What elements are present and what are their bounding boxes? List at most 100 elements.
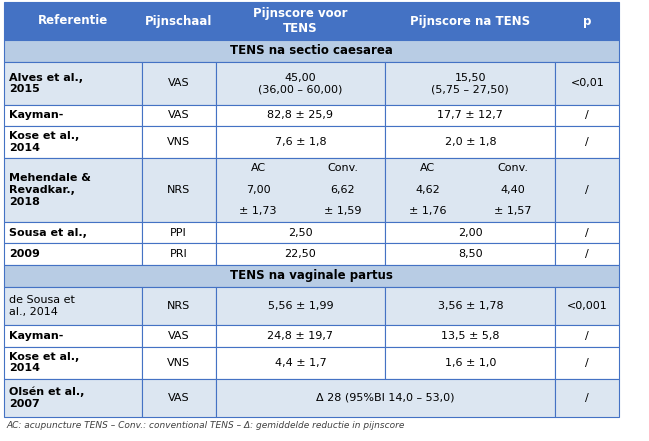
Text: 2,50: 2,50 <box>288 228 313 238</box>
Text: 15,50
(5,75 – 27,50): 15,50 (5,75 – 27,50) <box>432 73 509 94</box>
Bar <box>556 105 619 126</box>
Text: Pijnschaal: Pijnschaal <box>145 15 212 27</box>
Bar <box>556 222 619 243</box>
Text: 22,50: 22,50 <box>285 249 316 259</box>
Bar <box>4 40 619 62</box>
Bar <box>4 222 142 243</box>
Text: Olsén et al.,
2007: Olsén et al., 2007 <box>9 387 84 409</box>
Text: 17,7 ± 12,7: 17,7 ± 12,7 <box>437 110 503 120</box>
Bar <box>4 347 142 378</box>
Bar <box>215 62 386 105</box>
Text: TENS na vaginale partus: TENS na vaginale partus <box>230 269 393 282</box>
Bar <box>142 2 215 40</box>
Text: 4,40: 4,40 <box>500 185 525 195</box>
Bar <box>215 2 386 40</box>
Text: /: / <box>585 137 589 147</box>
Bar <box>556 126 619 158</box>
Bar <box>556 287 619 325</box>
Text: 45,00
(36,00 – 60,00): 45,00 (36,00 – 60,00) <box>258 73 343 94</box>
Bar <box>386 287 556 325</box>
Text: de Sousa et
al., 2014: de Sousa et al., 2014 <box>9 295 75 317</box>
Bar <box>386 105 556 126</box>
Text: 82,8 ± 25,9: 82,8 ± 25,9 <box>267 110 334 120</box>
Text: AC: AC <box>421 163 435 173</box>
Bar <box>556 62 619 105</box>
Text: /: / <box>585 331 589 341</box>
Bar <box>142 325 215 347</box>
Bar <box>215 243 386 265</box>
Text: /: / <box>585 185 589 195</box>
Text: 4,62: 4,62 <box>415 185 440 195</box>
Bar <box>4 325 142 347</box>
Text: PPI: PPI <box>170 228 187 238</box>
Text: 5,56 ± 1,99: 5,56 ± 1,99 <box>267 301 334 311</box>
Bar <box>386 158 556 222</box>
Bar <box>215 126 386 158</box>
Text: ± 1,73: ± 1,73 <box>239 206 276 216</box>
Text: /: / <box>585 228 589 238</box>
Text: 1,6 ± 1,0: 1,6 ± 1,0 <box>445 358 496 367</box>
Bar <box>556 347 619 378</box>
Text: Kayman-: Kayman- <box>9 110 64 120</box>
Text: ± 1,76: ± 1,76 <box>409 206 447 216</box>
Bar <box>556 378 619 417</box>
Text: Δ 28 (95%BI 14,0 – 53,0): Δ 28 (95%BI 14,0 – 53,0) <box>316 393 455 403</box>
Bar <box>142 243 215 265</box>
Text: 13,5 ± 5,8: 13,5 ± 5,8 <box>441 331 500 341</box>
Text: Alves et al.,
2015: Alves et al., 2015 <box>9 73 83 94</box>
Text: /: / <box>585 358 589 367</box>
Text: ± 1,57: ± 1,57 <box>494 206 532 216</box>
Bar <box>142 126 215 158</box>
Bar <box>142 287 215 325</box>
Text: 3,56 ± 1,78: 3,56 ± 1,78 <box>437 301 503 311</box>
Bar <box>142 222 215 243</box>
Bar <box>386 62 556 105</box>
Bar <box>556 243 619 265</box>
Bar <box>215 158 386 222</box>
Text: 7,6 ± 1,8: 7,6 ± 1,8 <box>275 137 326 147</box>
Text: Kayman-: Kayman- <box>9 331 64 341</box>
Text: 6,62: 6,62 <box>330 185 355 195</box>
Text: Kose et al.,
2014: Kose et al., 2014 <box>9 352 79 374</box>
Bar <box>142 62 215 105</box>
Text: /: / <box>585 249 589 259</box>
Text: Conv.: Conv. <box>328 163 358 173</box>
Bar <box>142 347 215 378</box>
Bar <box>215 105 386 126</box>
Text: 2,0 ± 1,8: 2,0 ± 1,8 <box>445 137 496 147</box>
Bar <box>556 2 619 40</box>
Text: Pijnscore na TENS: Pijnscore na TENS <box>410 15 530 27</box>
Text: Mehendale &
Revadkar.,
2018: Mehendale & Revadkar., 2018 <box>9 173 91 207</box>
Bar <box>556 325 619 347</box>
Text: VAS: VAS <box>168 331 190 341</box>
Text: VNS: VNS <box>167 358 190 367</box>
Bar <box>215 287 386 325</box>
Bar <box>215 222 386 243</box>
Bar <box>215 378 556 417</box>
Bar <box>142 378 215 417</box>
Bar <box>4 287 142 325</box>
Bar <box>386 126 556 158</box>
Text: VAS: VAS <box>168 393 190 403</box>
Text: VNS: VNS <box>167 137 190 147</box>
Bar <box>556 158 619 222</box>
Bar <box>386 2 556 40</box>
Text: AC: acupuncture TENS – Conv.: conventional TENS – Δ: gemiddelde reductie in pijn: AC: acupuncture TENS – Conv.: convention… <box>6 421 404 430</box>
Text: VAS: VAS <box>168 110 190 120</box>
Text: <0,01: <0,01 <box>570 78 604 88</box>
Text: TENS na sectio caesarea: TENS na sectio caesarea <box>230 45 393 57</box>
Text: 2,00: 2,00 <box>458 228 483 238</box>
Bar <box>4 126 142 158</box>
Text: Kose et al.,
2014: Kose et al., 2014 <box>9 131 79 153</box>
Text: NRS: NRS <box>167 301 190 311</box>
Bar <box>215 325 386 347</box>
Bar <box>386 222 556 243</box>
Text: 4,4 ± 1,7: 4,4 ± 1,7 <box>275 358 326 367</box>
Bar <box>4 105 142 126</box>
Bar <box>4 62 142 105</box>
Text: Referentie: Referentie <box>38 15 108 27</box>
Text: 2009: 2009 <box>9 249 40 259</box>
Bar <box>215 347 386 378</box>
Text: p: p <box>583 15 591 27</box>
Bar <box>4 158 142 222</box>
